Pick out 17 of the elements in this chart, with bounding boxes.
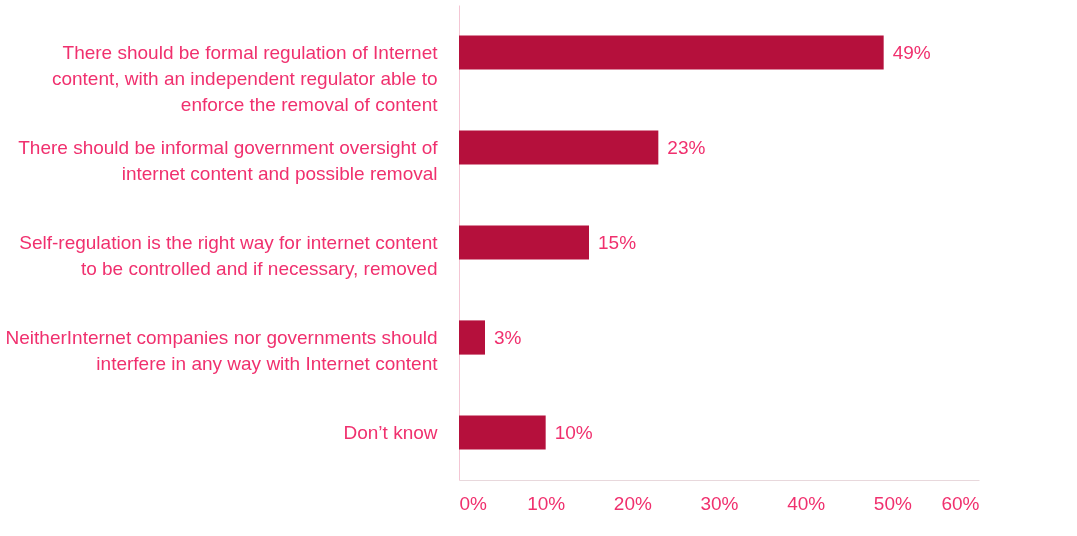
- x-tick-label: 50%: [873, 492, 912, 514]
- y-tick-label: Don’t know: [343, 421, 438, 443]
- x-tick-label: 10%: [527, 492, 566, 514]
- y-tick-label: There should be formal regulation of Internet content, with an independent regulator able to enforce the removal of content: [51, 41, 439, 115]
- data-label: 49%: [892, 41, 931, 63]
- y-tick-label: There should be informal government oversight of internet content and possible removal: [18, 136, 439, 184]
- x-tick-label: 0%: [459, 492, 488, 514]
- data-label: 23%: [667, 136, 706, 158]
- y-tick-label: Self-regulation is the right way for internet content to be controlled and if necessary, removed: [19, 231, 439, 279]
- x-tick-label: 40%: [787, 492, 826, 514]
- data-label: 15%: [598, 231, 637, 253]
- x-tick-label: 60%: [941, 492, 980, 514]
- data-label: 3%: [494, 326, 522, 348]
- y-tick-label: NeitherInternet companies nor governments should interfere in any way with Internet content: [5, 326, 439, 374]
- x-tick-label: 30%: [700, 492, 739, 514]
- x-tick-label: 20%: [613, 492, 652, 514]
- data-label: 10%: [554, 421, 593, 443]
